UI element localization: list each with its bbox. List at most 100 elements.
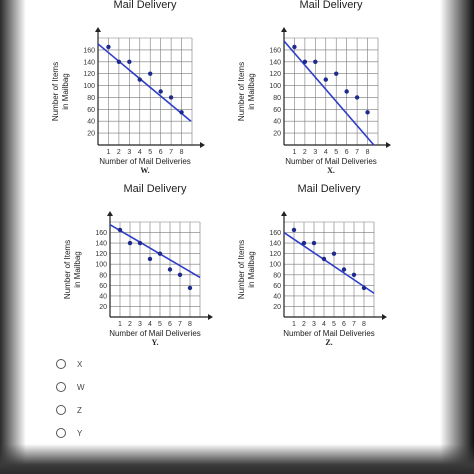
- x-axis-arrow-icon: [386, 142, 391, 148]
- data-point: [148, 71, 153, 76]
- data-point: [311, 240, 317, 246]
- chart-caption: Z.: [325, 338, 332, 347]
- data-point: [137, 77, 142, 82]
- y-tick-label: 120: [269, 251, 281, 258]
- data-point: [106, 44, 111, 50]
- x-axis-arrow-icon: [208, 314, 213, 320]
- x-tick-label: 7: [352, 321, 356, 328]
- x-tick-label: 1: [106, 149, 110, 156]
- x-tick-label: 1: [292, 149, 296, 156]
- x-tick-label: 6: [168, 321, 172, 328]
- x-tick-label: 8: [180, 149, 184, 156]
- data-point: [127, 240, 133, 246]
- x-tick-label: 5: [158, 321, 162, 328]
- radio-button-icon[interactable]: [56, 428, 66, 438]
- y-tick-label: 60: [273, 283, 281, 290]
- y-tick-label: 100: [83, 83, 95, 90]
- y-tick-label: 40: [87, 119, 95, 126]
- y-tick-label: 40: [273, 293, 281, 300]
- x-tick-label: 6: [345, 149, 349, 156]
- x-tick-label: 2: [303, 149, 307, 156]
- y-tick-label: 140: [269, 59, 281, 66]
- answer-option-label: W: [77, 382, 85, 392]
- x-tick-label: 1: [292, 321, 296, 328]
- data-point: [334, 71, 339, 76]
- photo-shadow-left: [0, 0, 26, 474]
- y-tick-label: 20: [87, 131, 95, 138]
- data-point: [167, 267, 173, 272]
- chart-caption: X.: [327, 166, 335, 175]
- x-tick-label: 6: [342, 321, 346, 328]
- x-tick-label: 4: [148, 321, 152, 328]
- y-tick-label: 160: [83, 47, 95, 54]
- data-point: [344, 89, 349, 94]
- x-tick-label: 3: [127, 149, 131, 156]
- y-tick-label: 100: [269, 83, 281, 90]
- y-tick-label: 160: [95, 230, 107, 237]
- y-tick-label: 80: [87, 95, 95, 102]
- y-tick-label: 40: [273, 119, 281, 126]
- radio-button-icon[interactable]: [56, 359, 66, 369]
- x-tick-label: 3: [312, 321, 316, 328]
- x-axis-label: Number of Mail Deliveries: [109, 329, 201, 338]
- x-tick-label: 2: [117, 149, 121, 156]
- data-point: [354, 95, 360, 100]
- y-tick-label: 60: [87, 107, 95, 114]
- trend-line: [97, 43, 192, 122]
- x-axis-label: Number of Mail Deliveries: [283, 329, 375, 338]
- y-tick-label: 60: [273, 107, 281, 114]
- data-point: [147, 256, 153, 262]
- y-tick-label: 160: [269, 47, 281, 54]
- data-point: [292, 44, 297, 50]
- trend-line: [283, 231, 375, 294]
- x-tick-label: 6: [159, 149, 163, 156]
- data-point: [365, 110, 370, 115]
- chart-caption: Y.: [151, 338, 158, 347]
- trend-line: [283, 40, 375, 146]
- scatter-chart: Mail Delivery 1 2 3 4 5 6 7 8 20 40 60 80 100 120 140 16…: [237, 183, 387, 347]
- answer-option-label: Y: [77, 428, 83, 438]
- y-tick-label: 80: [273, 95, 281, 102]
- chart-title: Mail Delivery: [298, 183, 361, 195]
- y-tick-label: 140: [83, 59, 95, 66]
- y-tick-label: 20: [273, 304, 281, 311]
- chart-caption: W.: [140, 166, 149, 175]
- trend-line: [109, 223, 201, 279]
- y-tick-label: 80: [99, 272, 107, 279]
- radio-button-icon[interactable]: [56, 405, 66, 415]
- answer-option-label: X: [77, 359, 83, 369]
- data-point: [301, 240, 307, 246]
- x-tick-label: 4: [324, 149, 328, 156]
- x-axis-label: Number of Mail Deliveries: [285, 157, 377, 166]
- x-tick-label: 2: [302, 321, 306, 328]
- x-axis-label: Number of Mail Deliveries: [99, 157, 191, 166]
- data-point: [331, 251, 337, 256]
- x-tick-label: 2: [128, 321, 132, 328]
- answer-option-x[interactable]: X: [56, 356, 82, 372]
- photo-shadow-right: [440, 0, 474, 474]
- y-axis-label: Number of Itemsin Mailbag: [63, 240, 82, 299]
- data-point: [323, 77, 328, 82]
- answer-option-w[interactable]: W: [56, 379, 85, 395]
- x-tick-label: 1: [118, 321, 122, 328]
- data-point: [168, 95, 174, 100]
- answer-option-label: Z: [77, 405, 82, 415]
- y-axis-label: Number of Itemsin Mailbag: [51, 62, 70, 121]
- radio-button-icon[interactable]: [56, 382, 66, 392]
- data-point: [127, 59, 132, 64]
- y-tick-label: 20: [99, 304, 107, 311]
- data-point: [137, 240, 143, 246]
- x-tick-label: 5: [334, 149, 338, 156]
- x-tick-label: 5: [148, 149, 152, 156]
- answer-option-z[interactable]: Z: [56, 402, 82, 418]
- y-tick-label: 140: [269, 241, 281, 248]
- y-tick-label: 140: [95, 241, 107, 248]
- y-tick-label: 80: [273, 272, 281, 279]
- y-axis-arrow-icon: [281, 27, 287, 32]
- y-tick-label: 100: [95, 262, 107, 269]
- y-axis-arrow-icon: [95, 27, 101, 32]
- y-tick-label: 20: [273, 131, 281, 138]
- answer-option-y[interactable]: Y: [56, 425, 82, 441]
- data-point: [291, 227, 297, 233]
